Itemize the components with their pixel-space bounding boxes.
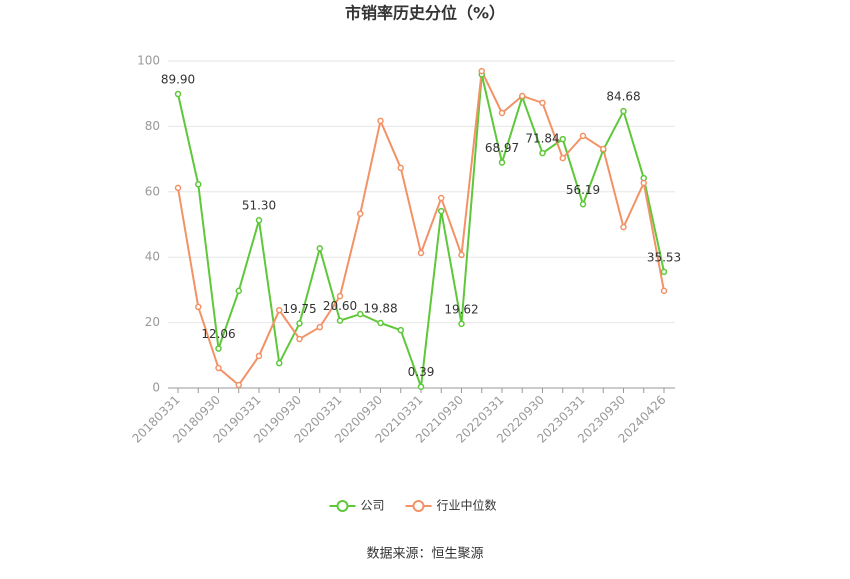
data-label: 84.68 <box>606 90 640 104</box>
legend-label: 公司 <box>361 499 385 513</box>
point <box>174 184 182 192</box>
data-label: 35.53 <box>647 250 681 264</box>
point <box>357 310 364 318</box>
y-tick-label: 80 <box>145 119 160 133</box>
point <box>498 109 506 117</box>
point <box>640 179 647 187</box>
legend-label: 行业中位数 <box>437 498 497 513</box>
series-line <box>177 67 665 387</box>
point <box>539 99 546 107</box>
point <box>660 287 668 295</box>
point <box>255 352 263 360</box>
point <box>438 194 445 202</box>
data-label: 19.88 <box>363 301 397 315</box>
y-tick-label: 20 <box>145 315 160 329</box>
point <box>600 145 607 153</box>
point <box>276 359 283 367</box>
point <box>215 345 222 352</box>
point <box>539 149 546 157</box>
point <box>397 326 404 334</box>
legend-marker <box>336 500 349 512</box>
data-label: 20.60 <box>323 299 357 313</box>
point <box>336 292 344 300</box>
point <box>417 383 425 390</box>
point <box>458 320 465 328</box>
data-label: 19.62 <box>444 302 478 316</box>
data-label: 12.06 <box>201 327 235 341</box>
point <box>377 319 384 327</box>
data-label: 19.75 <box>282 302 316 316</box>
data-label: 89.90 <box>161 73 195 87</box>
y-tick-label: 40 <box>145 250 160 264</box>
legend-marker <box>412 500 425 512</box>
legend-item: 公司 <box>329 499 385 513</box>
point <box>357 210 364 217</box>
point <box>195 181 202 188</box>
data-label: 71.84 <box>525 132 559 146</box>
legend-item: 行业中位数 <box>405 498 497 513</box>
point <box>620 223 627 231</box>
y-tick-label: 0 <box>152 381 160 395</box>
point <box>195 303 202 311</box>
point <box>620 107 627 115</box>
point <box>296 335 303 343</box>
point <box>215 364 222 372</box>
data-label: 51.30 <box>242 199 276 213</box>
point <box>458 251 465 259</box>
chart-title: 市销率历史分位（%） <box>345 4 505 23</box>
point <box>579 201 587 208</box>
point <box>559 135 566 143</box>
point <box>235 287 242 295</box>
point <box>438 207 445 215</box>
point <box>174 90 182 98</box>
point <box>316 245 323 252</box>
point <box>255 216 263 224</box>
data-label: 68.97 <box>485 141 519 155</box>
point <box>235 381 242 389</box>
data-label: 56.19 <box>566 183 600 197</box>
y-tick-label: 100 <box>137 54 160 68</box>
point <box>336 317 344 324</box>
y-tick-label: 60 <box>145 184 160 198</box>
point <box>417 249 425 257</box>
point <box>559 154 566 162</box>
point <box>660 268 668 276</box>
point <box>498 159 506 166</box>
point <box>276 306 283 314</box>
point <box>397 164 404 172</box>
point <box>478 67 485 75</box>
point <box>296 320 303 327</box>
point <box>316 323 323 331</box>
point <box>377 117 384 125</box>
source: 数据来源：恒生聚源 <box>366 547 483 562</box>
point <box>519 92 526 100</box>
data-label: 0.39 <box>408 365 435 379</box>
point <box>579 132 587 140</box>
series-line <box>177 74 665 388</box>
